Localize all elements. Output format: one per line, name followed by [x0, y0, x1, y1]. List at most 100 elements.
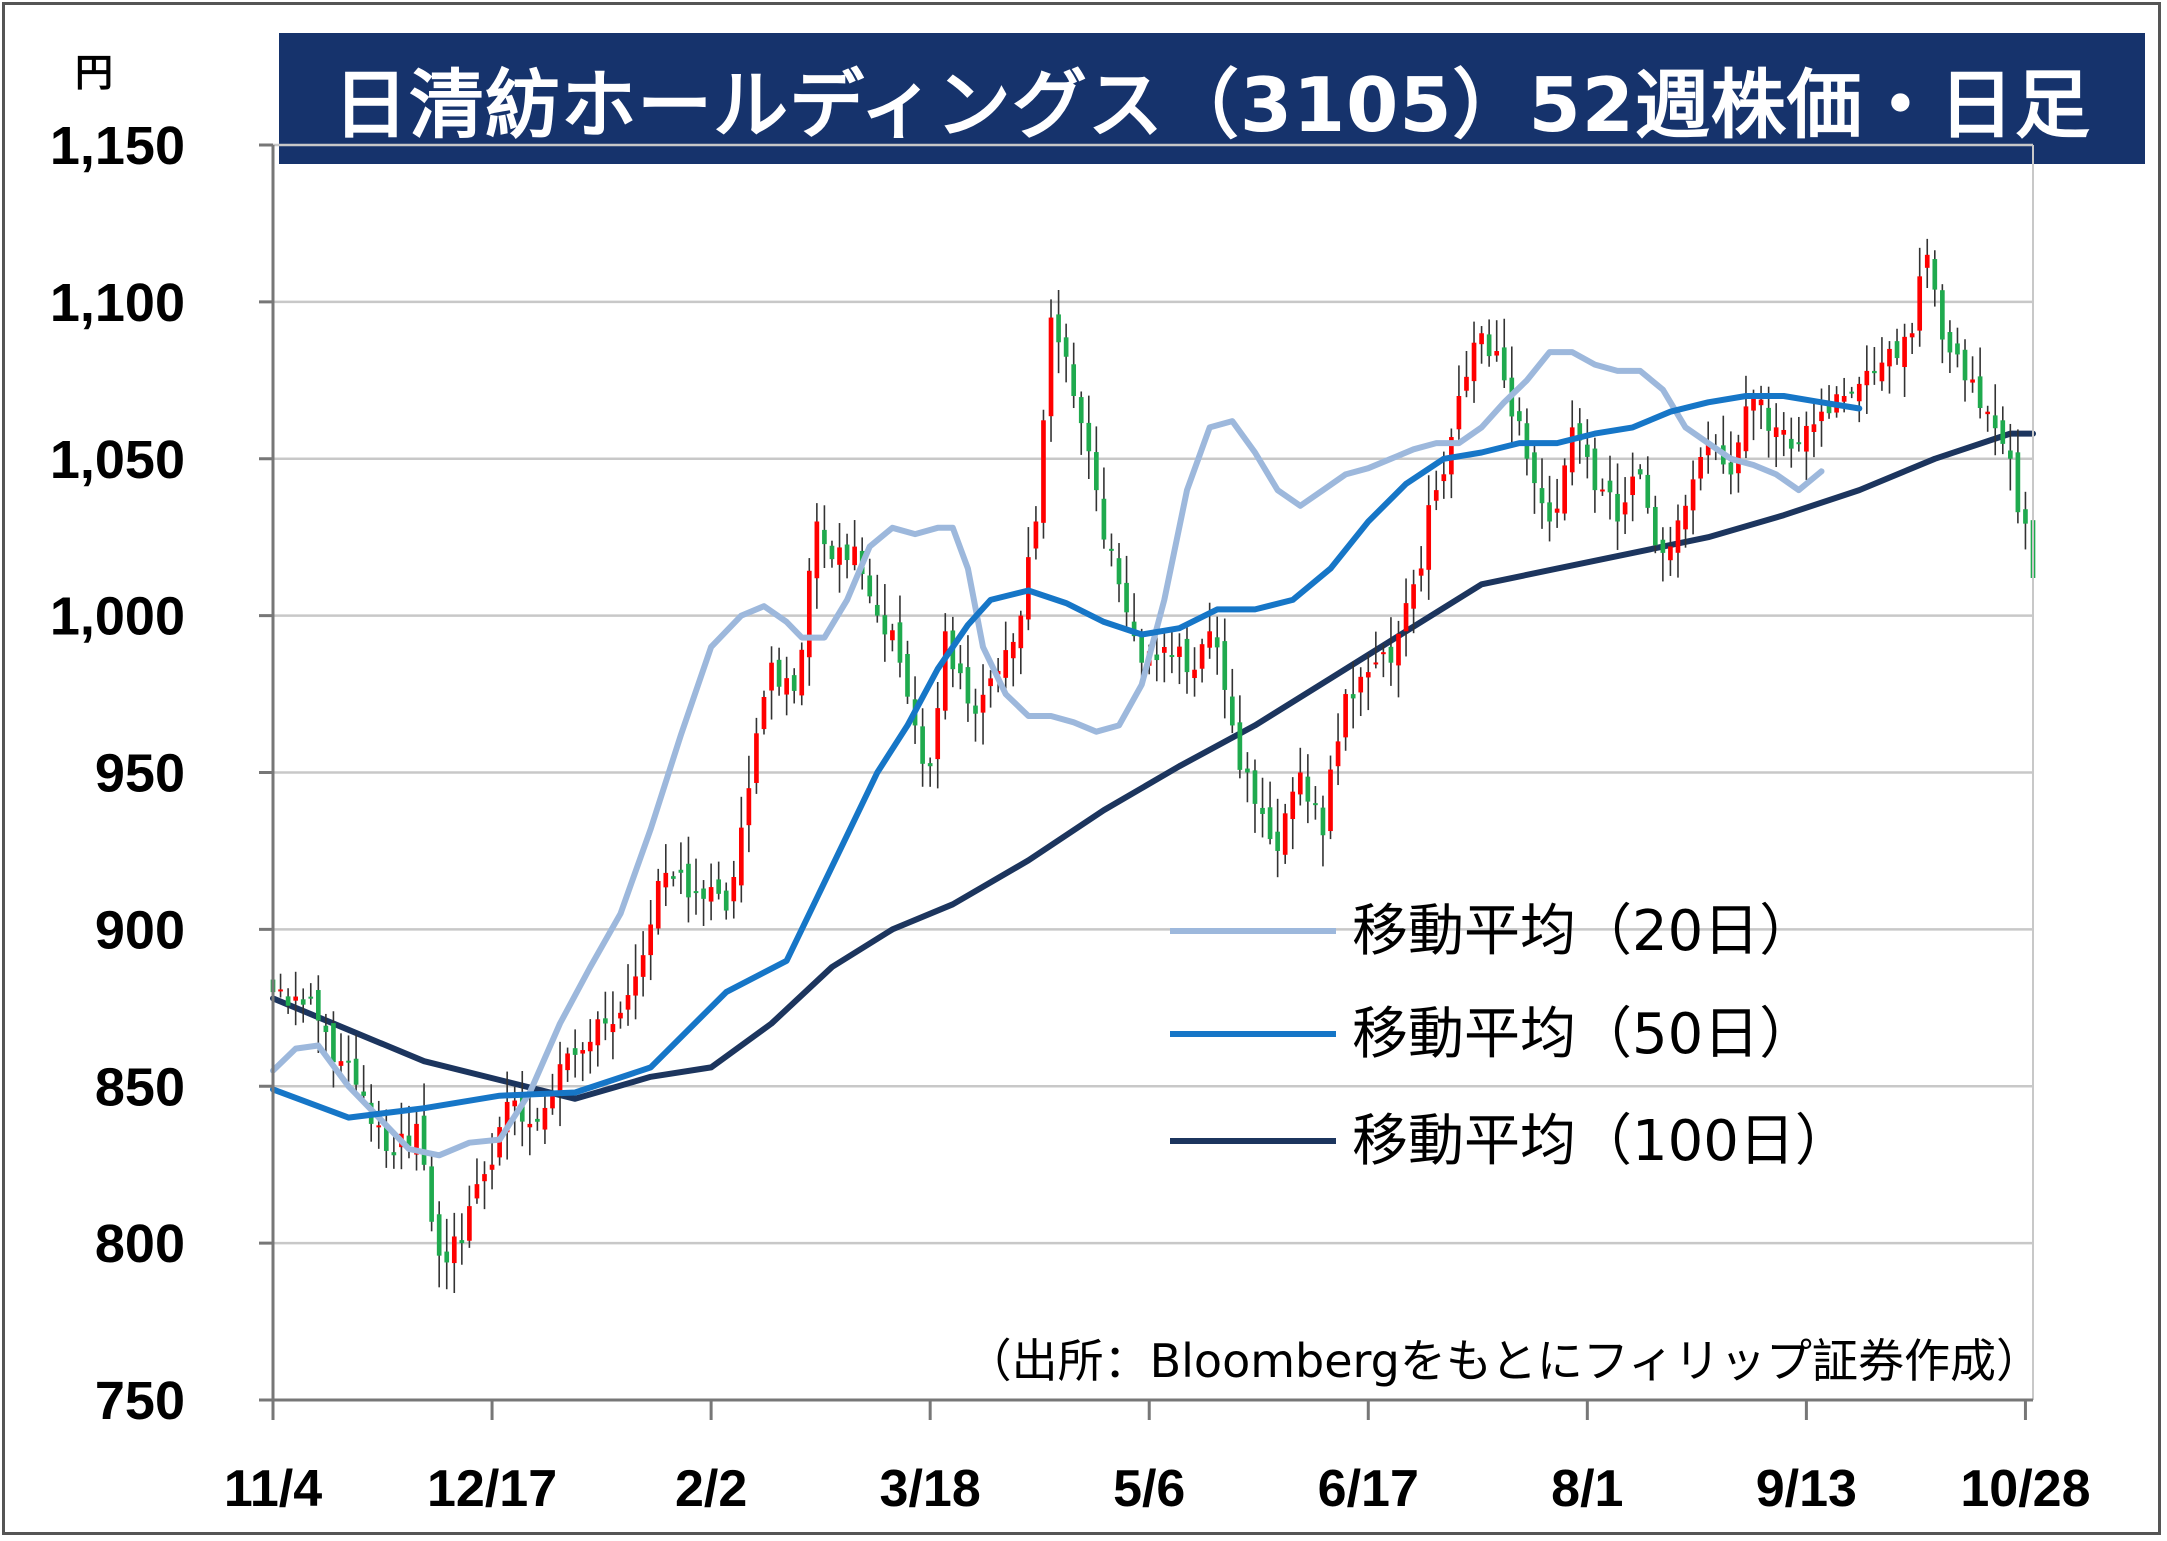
candle-body: [1403, 603, 1409, 632]
chart-title: 日清紡ホールディングス（3105）52週株価・日足: [333, 61, 2091, 149]
candle-body: [1297, 772, 1303, 795]
candle-body: [1071, 364, 1077, 396]
candle-body: [633, 976, 638, 996]
candle-body: [1078, 397, 1084, 424]
candle-body: [1758, 399, 1764, 406]
candle-body: [1063, 337, 1069, 357]
candle-body: [671, 876, 676, 879]
candle-body: [942, 631, 948, 711]
y-tick-label: 750: [95, 1371, 185, 1431]
candle-body: [1426, 505, 1432, 570]
y-tick-label: 1,150: [50, 116, 185, 176]
candle-body: [1811, 424, 1817, 432]
candle-body: [1350, 694, 1356, 699]
candle-body: [829, 545, 835, 560]
candle-body: [1728, 462, 1734, 475]
candle-body: [2015, 452, 2021, 513]
candle-body: [1864, 370, 1870, 386]
candle-body: [1985, 411, 1991, 415]
candle-body: [293, 996, 298, 1001]
ma-line-20: [270, 349, 1825, 1159]
candle-body: [1796, 442, 1802, 445]
candle-body: [1486, 334, 1492, 357]
candle-body: [1245, 768, 1250, 773]
legend-label: 移動平均（20日）: [1352, 899, 1815, 964]
candle-body: [512, 1100, 518, 1107]
candle-body: [1101, 498, 1107, 540]
candle-body: [1365, 672, 1371, 678]
candle-body: [1637, 469, 1643, 475]
candle-body: [1184, 638, 1190, 673]
axes: 750 800 850 900 950 1,000 1,050 1,100 1,150 11/4 1…: [50, 116, 2091, 1518]
candle-body: [1766, 407, 1771, 431]
candle-body: [814, 521, 820, 579]
candle-body: [882, 615, 888, 635]
candle-body: [1690, 479, 1696, 511]
candle-body: [1124, 582, 1129, 613]
candle-body: [1607, 480, 1613, 493]
candle-body: [1275, 831, 1280, 851]
candle-body: [361, 1091, 366, 1096]
candle-body: [776, 659, 782, 687]
candle-body: [1041, 420, 1046, 523]
candle-body: [784, 678, 789, 695]
candle-body: [1320, 807, 1326, 836]
candle-body: [731, 876, 737, 902]
candle-body: [769, 662, 774, 691]
candle-body: [973, 705, 978, 714]
candle-body: [346, 1060, 351, 1063]
candle-body: [1788, 438, 1794, 449]
candle-body: [1010, 641, 1016, 659]
x-tick-label: 10/28: [1960, 1460, 2090, 1518]
candle-body: [2008, 450, 2013, 459]
candle-body: [383, 1123, 389, 1151]
candle-body: [1970, 379, 1975, 383]
candle-body: [482, 1174, 487, 1182]
candle-body: [572, 1048, 578, 1055]
y-tick-label: 1,050: [50, 430, 185, 490]
candle-body: [527, 1123, 533, 1128]
candle-body: [1358, 676, 1364, 693]
candle-body: [1577, 423, 1583, 441]
candle-body: [1094, 452, 1099, 491]
candle-body: [890, 630, 895, 641]
candle-body: [331, 1023, 336, 1063]
candle-body: [806, 570, 812, 658]
candle-body: [308, 996, 314, 999]
candle-body: [1494, 351, 1500, 356]
candle-body: [1705, 443, 1711, 456]
candle-body: [1917, 276, 1923, 331]
candle-body: [580, 1050, 586, 1054]
candle-body: [1456, 396, 1462, 430]
candle-body: [1909, 333, 1915, 338]
candle-body: [1313, 803, 1318, 806]
candle-body: [648, 924, 654, 956]
ma-line-100: [270, 430, 2036, 1102]
ma100-layer: [270, 430, 2036, 1102]
candle-body: [444, 1251, 450, 1263]
x-tick-label: 2/2: [675, 1460, 747, 1518]
candle-body: [1396, 633, 1401, 666]
candle-body: [1743, 406, 1749, 452]
candle-body: [323, 1025, 329, 1033]
candle-body: [738, 827, 744, 886]
candle-body: [587, 1041, 593, 1052]
candle-body: [1887, 348, 1892, 367]
candle-body: [686, 863, 691, 898]
candle-body: [1199, 644, 1205, 669]
candle-body: [1856, 383, 1862, 402]
candle-body: [874, 604, 880, 616]
candle-body: [1879, 362, 1885, 382]
candle-body: [1962, 349, 1968, 381]
candle-body: [1547, 502, 1552, 522]
candle-body: [1033, 521, 1039, 549]
title-bar: 日清紡ホールディングス（3105）52週株価・日足: [279, 33, 2145, 164]
candle-body: [338, 1061, 344, 1066]
candle-body: [1615, 493, 1620, 522]
candle-body: [1592, 448, 1598, 491]
candle-body: [844, 544, 850, 561]
candle-body: [1781, 429, 1787, 435]
legend-label: 移動平均（50日）: [1352, 1002, 1815, 1067]
candle-body: [1441, 474, 1447, 482]
candle-body: [958, 663, 963, 674]
